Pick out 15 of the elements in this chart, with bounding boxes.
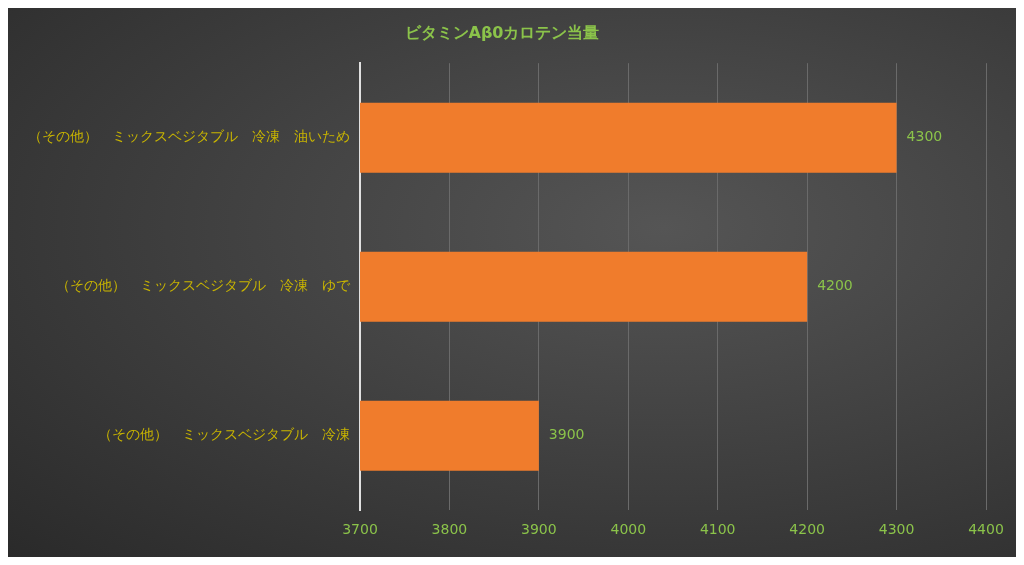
x-tick-label: 3700: [342, 521, 378, 538]
x-tick-label: 4100: [699, 521, 736, 538]
data-label: 3900: [548, 426, 585, 443]
x-tick-label: 4400: [968, 521, 1004, 538]
x-tick-label: 3800: [431, 521, 468, 538]
x-tick-label: 4300: [878, 521, 915, 538]
x-tick-label: 4200: [789, 521, 825, 538]
y-tick-label: （その他） ミックスベジタブル 冷凍 油いため: [28, 128, 350, 145]
x-tick-label: 4000: [610, 521, 647, 538]
y-tick-label: （その他） ミックスベジタブル 冷凍 ゆで: [56, 277, 351, 294]
x-tick-label: 3900: [521, 521, 557, 538]
data-label: 4200: [817, 277, 853, 294]
data-label: 4300: [906, 128, 943, 145]
chart-title: ビタミンAβ0カロテン当量: [404, 22, 600, 42]
y-tick-label: （その他） ミックスベジタブル 冷凍: [98, 426, 350, 443]
